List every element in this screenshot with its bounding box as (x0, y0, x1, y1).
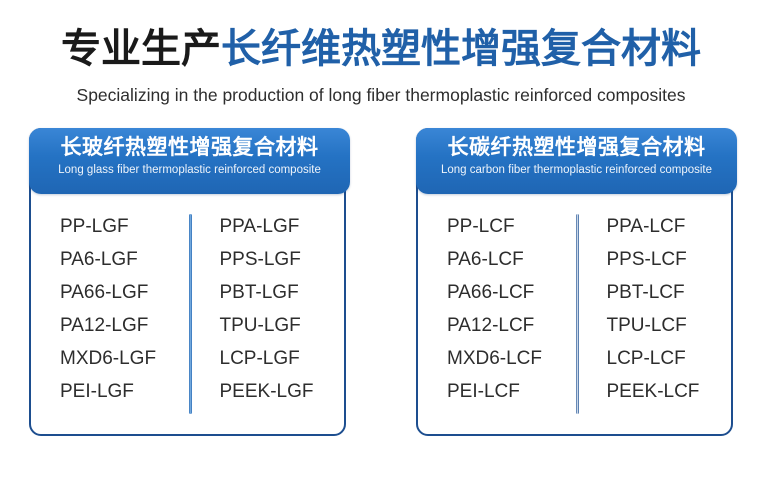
list-item[interactable]: PA6-LGF (60, 249, 138, 270)
page-title-blue-segment: 长纤维热塑性增强复合材料 (221, 27, 701, 71)
card-header-long-glass-fiber: 长玻纤热塑性增强复合材料 Long glass fiber thermoplas… (29, 128, 350, 194)
page-title: 专业生产长纤维热塑性增强复合材料 (0, 26, 762, 72)
card-header-long-carbon-fiber: 长碳纤热塑性增强复合材料 Long carbon fiber thermopla… (416, 128, 737, 194)
list-item[interactable]: PEEK-LCF (606, 381, 700, 402)
product-card-long-carbon-fiber: 长碳纤热塑性增强复合材料 Long carbon fiber thermopla… (416, 128, 737, 436)
list-item[interactable]: PEI-LGF (60, 381, 134, 402)
list-item[interactable]: PBT-LGF (219, 282, 299, 303)
list-item[interactable]: LCP-LGF (219, 348, 300, 369)
list-item[interactable]: PEI-LCF (447, 381, 520, 402)
list-item[interactable]: PEEK-LGF (219, 381, 314, 402)
list-item[interactable]: PA12-LCF (447, 315, 535, 336)
card-header-title-cn: 长玻纤热塑性增强复合材料 (60, 136, 319, 159)
product-list-left: PP-LGF PA6-LGF PA66-LGF PA12-LGF MXD6-LG… (31, 196, 189, 408)
list-item[interactable]: PA66-LGF (60, 282, 149, 303)
list-item[interactable]: PPS-LGF (219, 249, 301, 270)
list-item[interactable]: PP-LGF (60, 216, 129, 237)
page-title-black-segment: 专业生产 (61, 27, 221, 71)
card-body-long-glass-fiber: PP-LGF PA6-LGF PA66-LGF PA12-LGF MXD6-LG… (31, 196, 348, 436)
product-card-long-glass-fiber: 长玻纤热塑性增强复合材料 Long glass fiber thermoplas… (29, 128, 350, 436)
list-item[interactable]: LCP-LCF (606, 348, 686, 369)
list-item[interactable]: PPA-LCF (606, 216, 686, 237)
card-header-title-cn: 长碳纤热塑性增强复合材料 (447, 136, 706, 159)
list-item[interactable]: PPS-LCF (606, 249, 687, 270)
list-item[interactable]: PP-LCF (447, 216, 515, 237)
list-item[interactable]: TPU-LGF (219, 315, 301, 336)
product-card-group: 长玻纤热塑性增强复合材料 Long glass fiber thermoplas… (29, 128, 737, 436)
list-item[interactable]: PPA-LGF (219, 216, 300, 237)
list-item[interactable]: MXD6-LGF (60, 348, 157, 369)
list-item[interactable]: TPU-LCF (606, 315, 687, 336)
list-item[interactable]: PA12-LGF (60, 315, 149, 336)
list-item[interactable]: PA66-LCF (447, 282, 535, 303)
list-item[interactable]: PA6-LCF (447, 249, 524, 270)
card-header-title-en: Long carbon fiber thermoplastic reinforc… (440, 164, 713, 176)
list-item[interactable]: MXD6-LCF (447, 348, 543, 369)
column-divider (188, 214, 192, 414)
list-item[interactable]: PBT-LCF (606, 282, 685, 303)
card-body-long-carbon-fiber: PP-LCF PA6-LCF PA66-LCF PA12-LCF MXD6-LC… (418, 196, 735, 436)
product-list-right: PPA-LCF PPS-LCF PBT-LCF TPU-LCF LCP-LCF … (579, 196, 736, 408)
product-list-right: PPA-LGF PPS-LGF PBT-LGF TPU-LGF LCP-LGF … (192, 196, 349, 408)
page-subtitle: Specializing in the production of long f… (76, 85, 686, 105)
column-divider (575, 214, 579, 414)
card-header-title-en: Long glass fiber thermoplastic reinforce… (58, 164, 321, 176)
product-list-left: PP-LCF PA6-LCF PA66-LCF PA12-LCF MXD6-LC… (418, 196, 576, 408)
